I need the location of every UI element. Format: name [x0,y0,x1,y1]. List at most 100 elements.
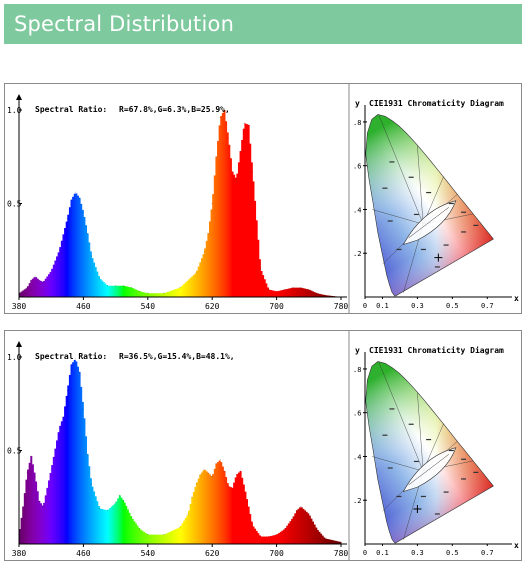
spectrum-band [252,526,255,544]
spectrum-band [99,508,102,544]
spectrum-data-point [215,156,217,158]
spectrum-band [46,487,49,544]
spectrum-band [72,196,75,297]
cie-spectral-locus [365,361,494,544]
spectrum-band [237,162,240,297]
spectrum-band [186,515,189,544]
spectrum-band [308,289,311,297]
spectrum-band [175,529,178,544]
spectrum-band [149,534,152,544]
spectrum-band [196,270,199,297]
spectrum-data-point [243,122,245,124]
spectrum-band [247,124,250,298]
spectrum-band [208,221,211,297]
spectrum-band [202,254,205,297]
spectrum-band [43,502,46,544]
cie-x-axis-label: x [514,294,519,303]
spectrum-band [47,480,50,544]
spectrum-band [134,523,137,544]
spectrum-band [221,112,224,297]
cie-chromaticity-marker [434,253,443,262]
spectrum-band [94,496,97,544]
spectrum-band [250,162,253,297]
spectrum-data-point [235,178,237,180]
spectrum-band [189,503,192,544]
cie-region-marker [461,211,467,213]
spectrum-band [241,139,244,297]
spectrum-band [107,509,110,544]
spectrum-x-tick-label: 380 [12,549,27,558]
spectrum-band [204,248,207,297]
spectrum-data-point [292,517,294,519]
spectrum-band [81,401,84,544]
spectrum-band [202,470,205,544]
spectrum-band [281,290,284,297]
spectrum-band [321,535,324,544]
cie-region-marker [473,224,479,226]
spectrum-x-tick-label: 780 [334,549,349,558]
spectrum-data-point [98,277,101,279]
spectrum-band [19,292,22,297]
spectrum-band [255,220,258,297]
spectrum-band [94,267,97,297]
spectrum-band [131,288,134,297]
cie-region-line [378,115,424,225]
cie-region-marker [382,434,388,436]
spectrum-band [257,533,260,544]
cie-x-tick-label: 0.1 [376,549,389,557]
spectrum-band [287,523,290,544]
spectrum-band [279,290,282,297]
spectrum-band [97,506,100,544]
spectrum-points [18,358,342,543]
spectrum-band [249,514,252,544]
spectrum-band [225,477,228,544]
spectrum-y-tick-label: 0.5 [7,447,22,456]
spectrum-band [297,287,300,297]
spectrum-data-point [223,470,225,472]
spectrum-band [178,287,181,297]
spectrum-data-point [50,270,52,272]
spectrum-data-point [215,462,217,465]
spectrum-band [85,436,88,544]
spectrum-band [204,469,207,544]
spectrum-band [226,483,229,544]
spectrum-data-point [227,137,229,139]
spectrum-panel-2: 380 460 540 620 700 780 1.0 0.5 Spectral Ratio: R… [4,330,522,561]
spectrum-band [291,287,294,297]
spectrum-data-point [251,171,254,173]
spectrum-band [270,290,273,297]
spectrum-band [200,472,203,544]
spectrum-band [60,240,63,297]
spectrum-band [139,291,142,297]
spectrum-band [323,294,326,297]
spectrum-band [192,274,195,297]
spectrum-band [165,292,168,297]
spectrum-x-tick-label: 540 [141,302,156,311]
cie-region-marker [387,467,393,469]
spectrum-band [118,285,121,297]
spectrum-data-point [22,506,24,508]
spectrum-band [89,478,92,544]
spectrum-band [265,283,268,297]
spectrum-band [291,518,294,544]
spectral-ratio-value: R=67.8%,G=6.3%,B=25.9%, [119,105,230,114]
spectrum-band [109,508,112,544]
cie-region-marker [461,231,467,233]
spectrum-band [122,285,125,297]
spectrum-band [171,530,174,544]
spectrum-data-point [300,506,302,508]
spectrum-band [93,262,96,297]
spectrum-band [276,291,279,297]
spectrum-band [192,492,195,544]
spectrum-bars [19,359,342,544]
spectrum-data-point [231,171,233,173]
spectrum-band [23,289,26,297]
spectrum-x-tick-label: 780 [334,302,349,311]
spectrum-band [126,286,129,297]
spectrum-band [41,505,44,544]
spectrum-band [260,536,263,544]
spectrum-band [86,233,89,297]
cie-region-marker [461,478,467,480]
spectrum-data-point [267,288,270,291]
spectrum-band [133,288,136,297]
